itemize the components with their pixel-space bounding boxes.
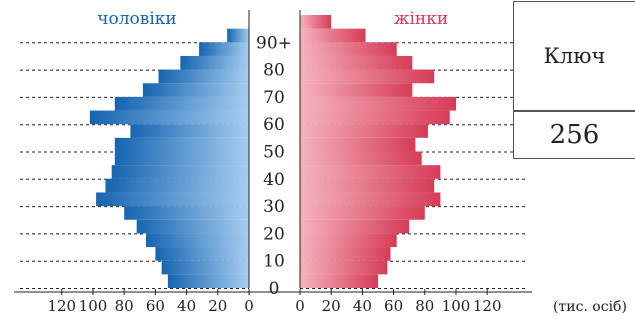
x-tick-label-left: 0 bbox=[244, 297, 254, 315]
male-bar bbox=[142, 83, 249, 97]
female-bar bbox=[300, 28, 366, 43]
male-bar bbox=[227, 28, 249, 43]
x-tick-label-right: 60 bbox=[384, 297, 403, 315]
x-tick-label-left: 100 bbox=[79, 297, 108, 315]
male-bar bbox=[155, 247, 249, 261]
x-tick-label-left: 60 bbox=[146, 297, 165, 315]
male-bar bbox=[136, 219, 249, 234]
age-tick-label: 90+ bbox=[256, 33, 292, 53]
female-bar bbox=[300, 69, 435, 84]
female-bar bbox=[300, 83, 413, 97]
female-bar bbox=[300, 96, 456, 111]
age-tick-label: 70 bbox=[263, 88, 285, 108]
female-bar bbox=[300, 274, 378, 288]
key-value: 256 bbox=[513, 111, 635, 159]
age-tick-label: 10 bbox=[263, 252, 285, 272]
age-tick-label: 0 bbox=[269, 279, 280, 299]
male-bar bbox=[130, 124, 249, 138]
female-bar bbox=[300, 206, 425, 220]
female-bar bbox=[300, 247, 391, 261]
female-bar bbox=[300, 55, 413, 70]
age-tick-label: 20 bbox=[263, 224, 285, 244]
female-bar bbox=[300, 178, 435, 193]
x-tick-label-right: 120 bbox=[473, 297, 502, 315]
female-bar bbox=[300, 165, 441, 179]
x-tick-label-right: 40 bbox=[353, 297, 372, 315]
male-bar bbox=[111, 165, 249, 179]
male-bar bbox=[114, 96, 249, 111]
male-bar bbox=[158, 69, 249, 84]
legend-female: жінки bbox=[394, 9, 448, 29]
female-bar bbox=[300, 124, 428, 138]
x-tick-label-left: 40 bbox=[177, 297, 196, 315]
male-bar bbox=[180, 55, 249, 70]
x-tick-label-right: 80 bbox=[415, 297, 434, 315]
female-bars bbox=[300, 15, 456, 288]
female-bar bbox=[300, 219, 410, 234]
x-tick-label-left: 20 bbox=[208, 297, 227, 315]
male-bar bbox=[199, 42, 249, 56]
male-bar bbox=[167, 274, 249, 288]
male-bars bbox=[89, 28, 250, 288]
male-bar bbox=[96, 192, 250, 207]
male-bar bbox=[114, 151, 249, 166]
age-tick-label: 50 bbox=[263, 143, 285, 163]
male-bar bbox=[124, 206, 249, 220]
female-bar bbox=[300, 42, 397, 56]
female-bar bbox=[300, 151, 422, 166]
age-tick-label: 30 bbox=[263, 197, 285, 217]
key-label: Ключ bbox=[513, 1, 635, 111]
male-bar bbox=[161, 260, 249, 275]
legend-male: чоловіки bbox=[97, 9, 176, 29]
x-axis-unit-label: (тис. осіб) bbox=[553, 299, 627, 315]
female-bar bbox=[300, 192, 441, 207]
female-bar bbox=[300, 137, 416, 152]
x-tick-label-right: 100 bbox=[442, 297, 471, 315]
female-bar bbox=[300, 110, 450, 125]
male-bar bbox=[146, 233, 249, 248]
female-bar bbox=[300, 260, 388, 275]
x-tick-label-right: 20 bbox=[322, 297, 341, 315]
x-tick-label-right: 0 bbox=[295, 297, 305, 315]
x-tick-label-left: 120 bbox=[47, 297, 76, 315]
female-bar bbox=[300, 15, 332, 29]
female-bar bbox=[300, 233, 397, 248]
age-tick-label: 80 bbox=[263, 61, 285, 81]
male-bar bbox=[114, 137, 249, 152]
male-bar bbox=[89, 110, 249, 125]
age-tick-label: 40 bbox=[263, 170, 285, 190]
x-tick-label-left: 80 bbox=[115, 297, 134, 315]
age-tick-label: 60 bbox=[263, 115, 285, 135]
male-bar bbox=[105, 178, 249, 193]
